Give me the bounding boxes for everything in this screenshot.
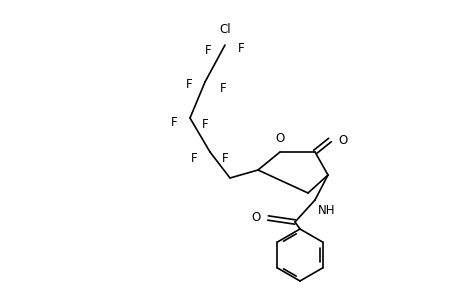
Text: F: F — [222, 152, 228, 164]
Text: F: F — [219, 82, 226, 94]
Text: Cl: Cl — [218, 23, 230, 36]
Text: F: F — [205, 44, 212, 56]
Text: O: O — [337, 134, 347, 146]
Text: F: F — [191, 152, 197, 164]
Text: NH: NH — [317, 204, 335, 217]
Text: F: F — [171, 116, 178, 128]
Text: F: F — [186, 77, 193, 91]
Text: O: O — [275, 132, 284, 145]
Text: F: F — [237, 41, 244, 55]
Text: F: F — [202, 118, 208, 130]
Text: O: O — [251, 212, 260, 224]
